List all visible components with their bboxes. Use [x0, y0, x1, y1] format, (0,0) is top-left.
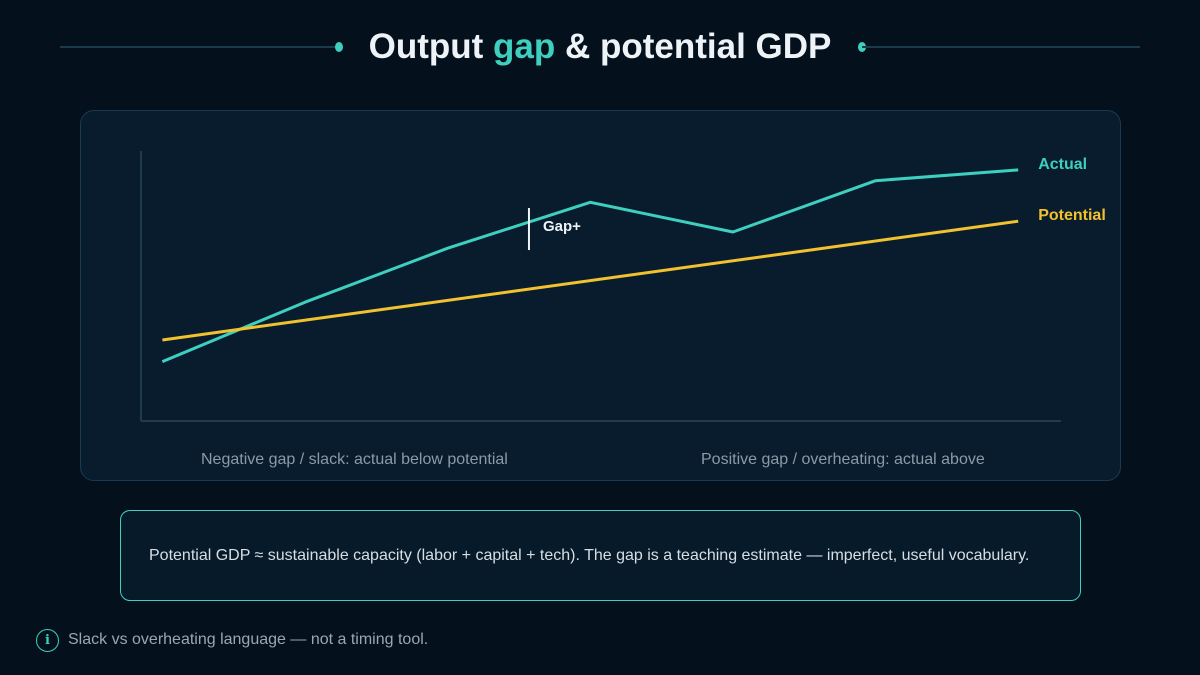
title-bar: Output gap & potential GDP — [60, 26, 1140, 68]
note-box: Potential GDP ≈ sustainable capacity (la… — [120, 510, 1081, 601]
series-line-potential — [162, 219, 1019, 342]
legend-label-potential: Potential — [1038, 207, 1106, 224]
chart-panel: Actual Potential Gap+ Negative gap / slac… — [80, 110, 1121, 481]
negative-gap-label: Negative gap / slack: actual below poten… — [201, 451, 508, 468]
title-rule-right — [862, 46, 1140, 48]
annotation-label: Gap+ — [543, 218, 581, 235]
positive-gap-label: Positive gap / overheating: actual above — [701, 451, 985, 468]
legend-label-actual: Actual — [1038, 156, 1087, 173]
series-layer: Actual Potential — [161, 156, 1106, 363]
note-text: Potential GDP ≈ sustainable capacity (la… — [149, 546, 1030, 564]
output-gap-chart: Actual Potential Gap+ — [140, 151, 1106, 422]
footer: i Slack vs overheating language — not a … — [36, 628, 428, 652]
title-dot-left — [335, 42, 343, 52]
title-part2: & potential GDP — [555, 27, 832, 66]
annotation-layer: Gap+ — [527, 208, 581, 251]
series-line-actual — [161, 168, 1019, 363]
title-accent: gap — [493, 27, 556, 66]
footer-text: Slack vs overheating language — not a ti… — [68, 631, 429, 648]
title-rule-left — [60, 46, 338, 48]
title-part1: Output — [368, 27, 494, 66]
page-title: Output gap & potential GDP — [350, 26, 850, 68]
info-icon: i — [36, 628, 59, 652]
